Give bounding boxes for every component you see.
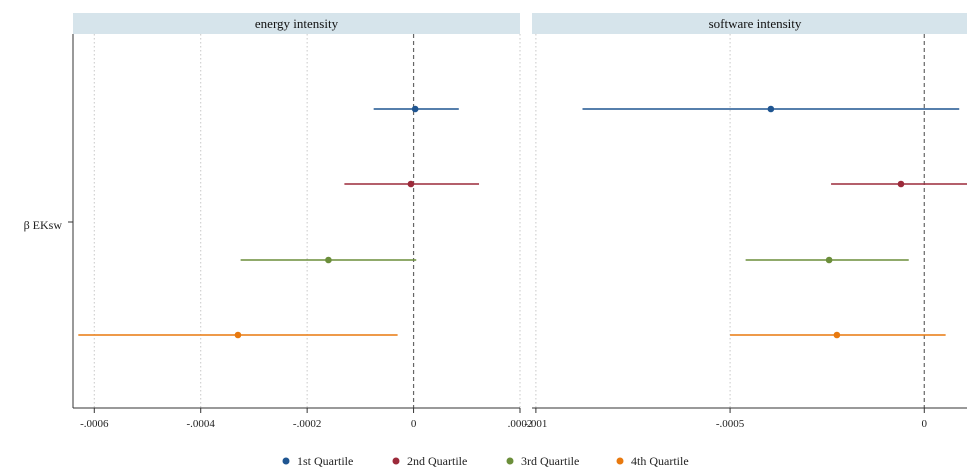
legend-marker xyxy=(506,457,514,465)
legend-label: 2nd Quartile xyxy=(407,454,467,468)
panel-strip xyxy=(532,13,967,34)
point-estimate xyxy=(234,331,242,339)
point-estimate xyxy=(407,180,415,188)
x-tick-label: -.0006 xyxy=(80,418,109,430)
point-estimate xyxy=(411,105,419,113)
x-tick-label: 0 xyxy=(922,418,928,430)
x-tick-label: -.0002 xyxy=(293,418,321,430)
legend-label: 4th Quartile xyxy=(631,454,689,468)
legend: 1st Quartile 2nd Quartile 3rd Quartile 4th … xyxy=(282,454,689,468)
panel-strip xyxy=(73,13,520,34)
panel-software-intensity: software intensity -.001 -.0005 0 xyxy=(524,13,967,430)
legend-marker xyxy=(616,457,624,465)
panel-title: software intensity xyxy=(709,16,802,31)
x-tick-label: -.001 xyxy=(524,418,547,430)
x-tick-label: -.0005 xyxy=(716,418,745,430)
legend-marker xyxy=(392,457,400,465)
point-estimate xyxy=(325,256,332,264)
panel-title: energy intensity xyxy=(255,16,339,31)
point-estimate xyxy=(897,180,905,188)
x-tick-label: -.0004 xyxy=(187,418,216,430)
point-estimate xyxy=(825,256,833,264)
legend-marker xyxy=(282,457,290,465)
x-tick-label: 0 xyxy=(411,418,417,430)
y-axis-label: β EKsw xyxy=(24,218,63,232)
panel-energy-intensity: energy intensity -.0006 -.0004 -.0002 0 .000… xyxy=(68,13,532,430)
point-estimate xyxy=(833,331,841,339)
x-tick-label: .0002 xyxy=(508,418,533,430)
legend-label: 1st Quartile xyxy=(297,454,353,468)
point-estimate xyxy=(767,105,775,113)
legend-label: 3rd Quartile xyxy=(521,454,579,468)
